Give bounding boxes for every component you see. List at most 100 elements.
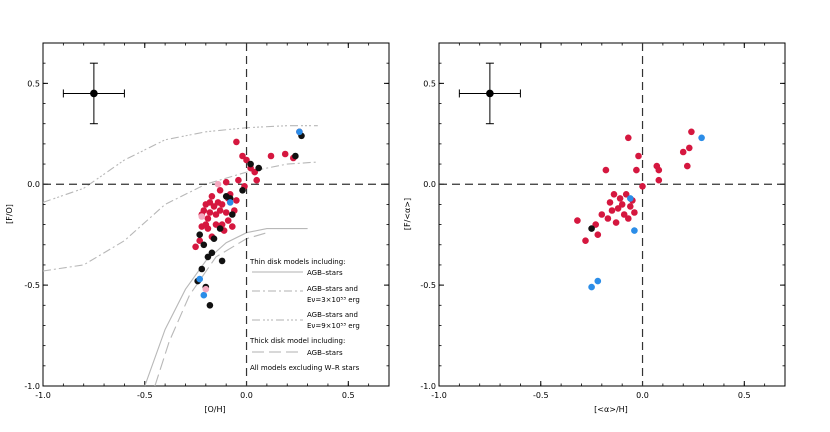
right-panel: -1.0 -0.5 0.0 0.5 -1.0 -0.5 0.0 0.5 [<α>/H] [F/…: [403, 42, 786, 414]
right-data-point: [616, 195, 624, 202]
left-data-point: [198, 265, 206, 273]
thin-disk-agb-e3-curve: [42, 161, 318, 272]
right-error-bar-center: [486, 89, 494, 98]
left-data-point: [224, 217, 232, 224]
right-data-point: [588, 225, 595, 232]
left-data-point: [281, 150, 289, 158]
left-data-point: [216, 207, 224, 214]
left-data-point: [204, 215, 212, 222]
right-y-tick-label: 0.0: [423, 180, 436, 189]
left-y-tick-label: -1.0: [24, 382, 40, 391]
legend-thin-e3-label-1: AGB–stars and: [307, 285, 358, 293]
left-data-point: [210, 235, 218, 242]
right-reference-lines: [439, 43, 785, 386]
right-error-bar: [458, 62, 521, 125]
left-data-point: [206, 209, 214, 216]
right-data-point: [679, 148, 687, 156]
right-data-point: [594, 231, 602, 238]
right-data-point: [631, 209, 638, 216]
left-data-point: [212, 211, 220, 218]
legend-thin-agb-label: AGB–stars: [307, 269, 343, 277]
thin-disk-agb-curve: [144, 228, 308, 387]
right-data-point: [588, 283, 595, 291]
thick-disk-agb-curve: [154, 232, 268, 387]
left-y-axis-label: [F/O]: [5, 204, 14, 224]
right-data-point: [574, 217, 581, 224]
right-x-tick-label: -0.5: [533, 391, 549, 400]
right-data-point: [614, 205, 622, 212]
right-data-point: [592, 221, 599, 228]
left-data-point: [233, 138, 240, 146]
left-data-point: [208, 193, 216, 200]
right-x-tick-label: 0.5: [738, 391, 751, 400]
right-data-point: [627, 203, 634, 210]
right-data-point: [618, 201, 626, 208]
left-data-point: [251, 168, 258, 176]
left-data-point: [255, 164, 262, 172]
left-data-point: [192, 243, 199, 251]
left-data-point: [196, 275, 203, 283]
right-y-tick-label: 0.5: [423, 79, 436, 88]
legend-thin-e9-label-2: Eν=9×10⁵³ erg: [307, 322, 360, 330]
left-data-point: [239, 152, 246, 160]
left-data-point: [229, 223, 236, 230]
right-data-point: [625, 215, 632, 222]
right-data-point: [625, 134, 632, 142]
right-data-point: [655, 166, 663, 174]
left-panel: -1.0 -0.5 0.0 0.5 -1.0 -0.5 0.0 0.5 [O/H] [F/O]…: [5, 42, 390, 414]
left-data-point: [210, 203, 218, 210]
left-data-point: [196, 231, 203, 238]
left-data-point: [222, 178, 230, 186]
right-data-point: [635, 152, 642, 160]
left-data-point: [218, 257, 226, 265]
left-data-point: [214, 180, 222, 188]
right-data-point: [604, 215, 612, 222]
left-data-points: [192, 128, 305, 309]
left-x-tick-label: 0.0: [240, 391, 253, 400]
legend-thin-e9-label-1: AGB–stars and: [307, 311, 358, 319]
left-legend: Thin disk models including: AGB–stars AG…: [249, 258, 360, 372]
right-data-point: [698, 134, 705, 142]
left-data-point: [267, 152, 275, 160]
left-error-bar: [62, 62, 125, 125]
left-data-point: [212, 221, 220, 228]
left-data-point: [204, 253, 212, 261]
legend-note: All models excluding W–R stars: [250, 364, 360, 372]
right-data-point: [684, 162, 691, 170]
thin-disk-agb-e9-curve: [42, 125, 318, 203]
right-y-tick-label: -1.0: [420, 382, 436, 391]
left-axis-ticks: -1.0 -0.5 0.0 0.5 -1.0 -0.5 0.0 0.5: [24, 42, 390, 400]
left-model-curves: [42, 125, 318, 387]
left-data-point: [206, 199, 214, 206]
left-data-point: [239, 187, 246, 194]
right-data-points: [574, 128, 705, 291]
left-error-bar-center: [90, 89, 98, 98]
right-data-point: [598, 211, 606, 218]
right-data-point: [620, 211, 628, 218]
left-data-point: [243, 156, 250, 164]
right-data-point: [602, 166, 610, 174]
legend-thick-agb-label: AGB–stars: [307, 349, 343, 357]
left-data-point: [202, 285, 210, 293]
left-y-tick-label: 0.0: [27, 180, 40, 189]
left-data-point: [200, 207, 208, 214]
left-data-point: [218, 201, 226, 208]
left-x-tick-label: -1.0: [35, 391, 51, 400]
left-plot-frame: [42, 42, 390, 387]
left-data-point: [296, 128, 303, 136]
legend-thin-title: Thin disk models including:: [249, 258, 346, 266]
right-data-point: [612, 219, 620, 226]
left-data-point: [208, 249, 216, 257]
left-data-point: [196, 237, 203, 244]
right-data-point: [608, 207, 616, 214]
right-axis-ticks: -1.0 -0.5 0.0 0.5 -1.0 -0.5 0.0 0.5: [420, 42, 786, 400]
right-data-point: [627, 195, 634, 202]
right-data-point: [610, 191, 618, 198]
left-data-point: [222, 209, 230, 216]
right-data-point: [631, 227, 638, 234]
right-data-point: [655, 176, 663, 184]
right-x-tick-label: 0.0: [636, 391, 649, 400]
right-data-point: [633, 166, 640, 174]
left-data-point: [200, 291, 208, 299]
